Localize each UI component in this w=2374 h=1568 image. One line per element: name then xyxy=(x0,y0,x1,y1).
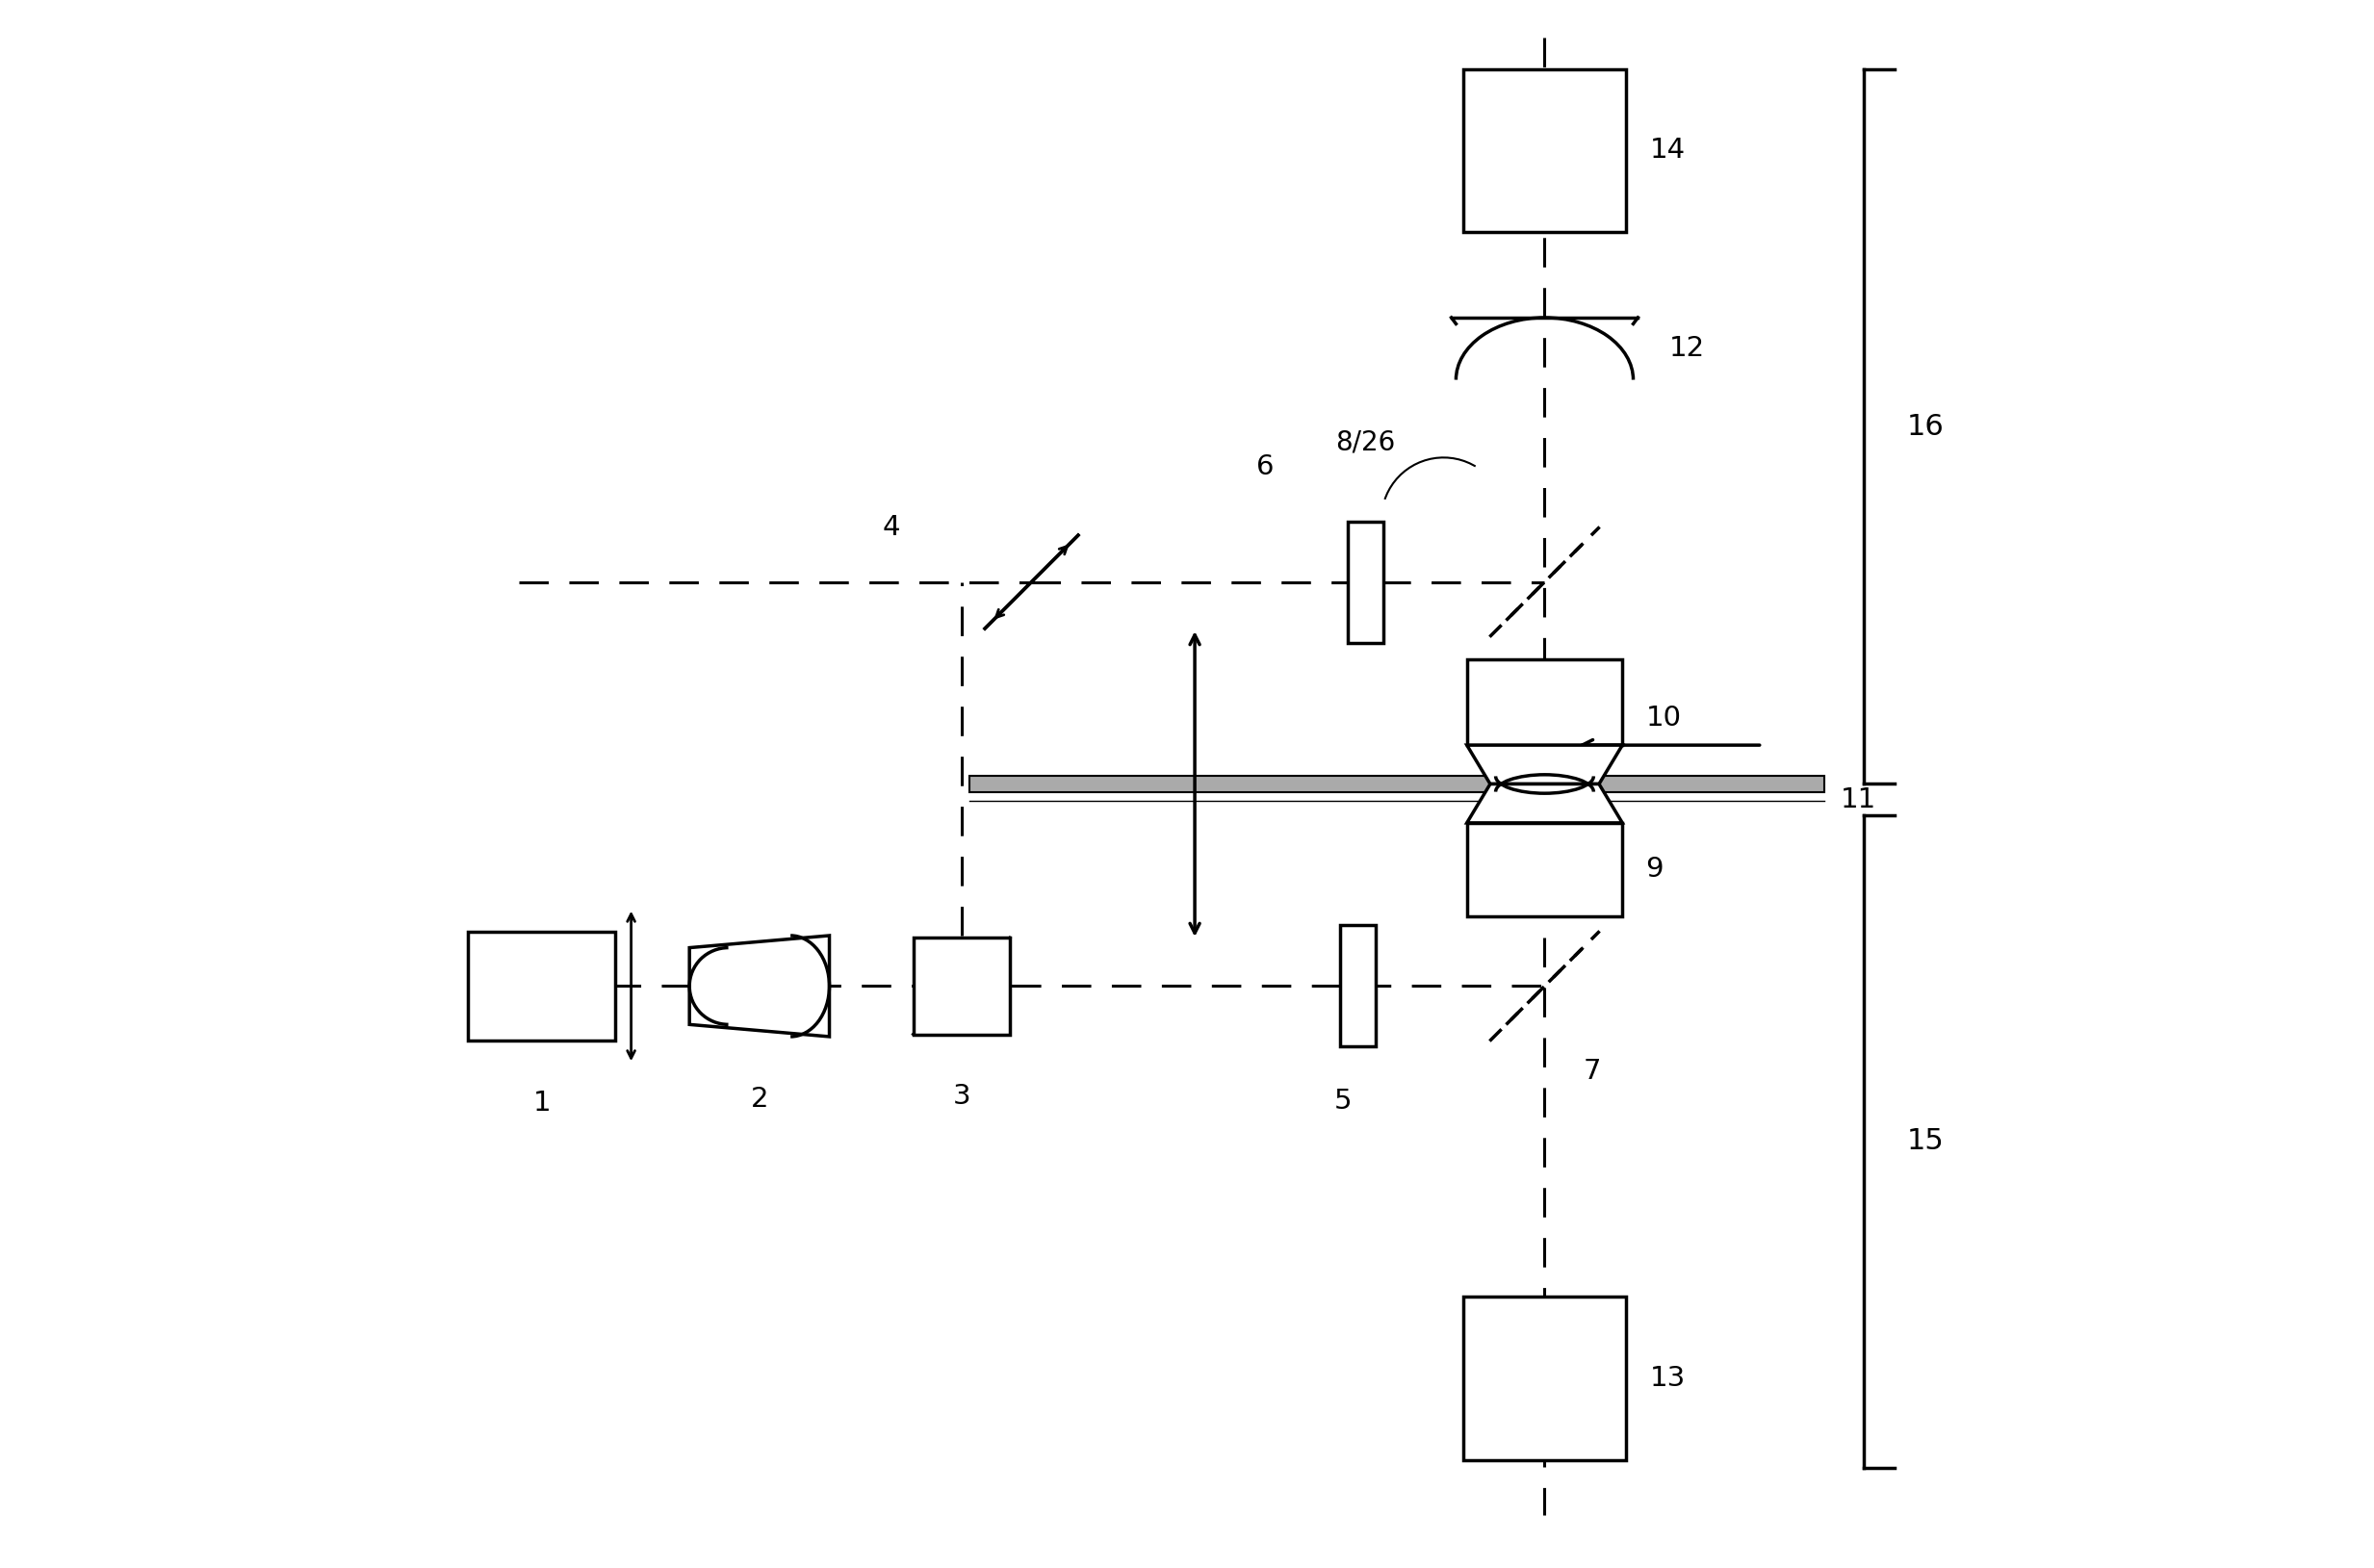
Bar xyxy=(1462,1297,1626,1460)
Polygon shape xyxy=(1467,745,1621,784)
Text: 9: 9 xyxy=(1645,856,1664,883)
Text: 7: 7 xyxy=(1583,1058,1602,1085)
Bar xyxy=(1341,925,1377,1047)
Bar xyxy=(1348,521,1384,643)
Text: 1: 1 xyxy=(532,1090,551,1116)
Bar xyxy=(969,776,1826,792)
Text: 10: 10 xyxy=(1645,704,1681,731)
Text: 6: 6 xyxy=(1256,453,1272,480)
Bar xyxy=(468,931,615,1041)
Text: 2: 2 xyxy=(750,1085,769,1112)
Polygon shape xyxy=(1467,784,1621,823)
Polygon shape xyxy=(688,936,829,1036)
Bar xyxy=(1462,69,1626,232)
Text: 15: 15 xyxy=(1906,1127,1944,1156)
Text: 11: 11 xyxy=(1840,786,1875,814)
Polygon shape xyxy=(983,535,1080,630)
Text: 8/26: 8/26 xyxy=(1337,428,1396,455)
Bar xyxy=(1467,660,1621,745)
Bar xyxy=(914,938,1009,1035)
Text: 4: 4 xyxy=(883,514,900,541)
Bar xyxy=(1467,823,1621,916)
Text: 3: 3 xyxy=(952,1083,971,1110)
Text: 13: 13 xyxy=(1650,1366,1686,1392)
Text: 12: 12 xyxy=(1669,336,1705,362)
Text: 5: 5 xyxy=(1334,1088,1351,1115)
Text: 16: 16 xyxy=(1906,412,1944,441)
Text: 14: 14 xyxy=(1650,136,1686,165)
